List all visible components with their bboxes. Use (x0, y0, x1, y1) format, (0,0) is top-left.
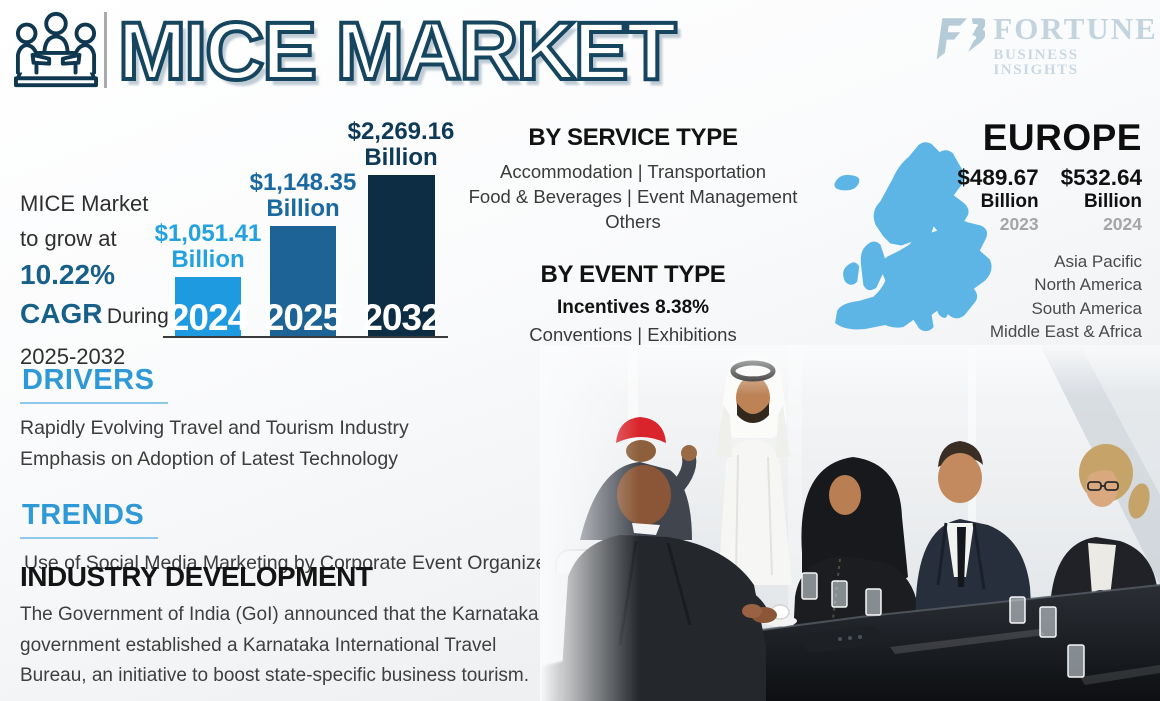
drivers-list: Rapidly Evolving Travel and Tourism Indu… (20, 413, 565, 475)
segmentation-panel: BY SERVICE TYPE Accommodation | Transpor… (458, 124, 808, 372)
event-type-highlight: Incentives 8.38% (556, 297, 710, 318)
europe-panel: EUROPE $489.67 Billion 2023 $532.64 Bill… (822, 117, 1142, 344)
bar-2032: 2032 (362, 175, 442, 336)
industry-development-panel: INDUSTRY DEVELOPMENT The Government of I… (20, 561, 560, 692)
europe-heading: EUROPE (982, 117, 1142, 158)
service-type-line: Others (605, 211, 661, 232)
bar-value-2032: $2,269.16 Billion (347, 118, 455, 171)
growth-summary: MICE Market to grow at 10.22% CAGR Durin… (20, 186, 180, 374)
event-type-line: Conventions | Exhibitions (529, 324, 737, 345)
service-type-line: Food & Beverages | Event Management (468, 186, 798, 207)
brand-text: FORTUNE BUSINESS INSIGHTS (993, 13, 1160, 78)
region-item: Asia Pacific (1054, 251, 1142, 271)
header-divider (104, 12, 107, 88)
cagr-line: CAGR During (20, 294, 180, 339)
bar-year-label: 2025 (263, 297, 343, 338)
service-type-list: Accommodation | Transportation Food & Be… (458, 159, 808, 234)
bar-year-label: 2032 (362, 297, 441, 338)
bar-2024: 2024 (169, 277, 248, 336)
industry-text: The Government of India (GoI) announced … (20, 604, 539, 686)
drivers-trends-panel: DRIVERS Rapidly Evolving Travel and Tour… (20, 364, 565, 579)
driver-item: Emphasis on Adoption of Latest Technolog… (20, 448, 398, 470)
driver-item: Rapidly Evolving Travel and Tourism Indu… (20, 417, 409, 439)
page-title: MICE MARKET (116, 4, 679, 99)
trend-item: Use of Social Media Marketing by Corpora… (24, 552, 563, 574)
cagr-label: CAGR (20, 298, 103, 329)
fortune-business-insights-logo-icon (936, 18, 986, 60)
cagr-value: 10.22% (20, 259, 115, 290)
brand-tagline: BUSINESS INSIGHTS (993, 47, 1079, 78)
europe-stat-2024: $532.64 Billion 2024 (1060, 164, 1142, 234)
industry-heading: INDUSTRY DEVELOPMENT (20, 561, 373, 592)
growth-line-1: MICE Market (20, 191, 149, 216)
trends-list: Use of Social Media Marketing by Corpora… (20, 548, 565, 579)
service-type-heading: BY SERVICE TYPE (528, 124, 738, 151)
bar-value-2024: $1,051.41 Billion (154, 220, 262, 273)
trends-heading: TRENDS (20, 499, 159, 539)
bar-year-label: 2024 (168, 297, 248, 338)
meeting-photo (540, 345, 1160, 701)
cagr-during: During (106, 305, 169, 328)
bar-value-2025: $1,148.35 Billion (249, 169, 357, 222)
brand-name: FORTUNE (993, 11, 1158, 46)
europe-stats: $489.67 Billion 2023 $532.64 Billion 202… (822, 165, 1142, 235)
chart-baseline (163, 336, 448, 338)
forecast-period: 2025-2032 (20, 344, 126, 369)
europe-map (834, 142, 992, 332)
region-item: North America (1034, 275, 1142, 295)
event-type-heading: BY EVENT TYPE (540, 261, 726, 288)
brand-logo: FORTUNE BUSINESS INSIGHTS (936, 13, 1160, 78)
region-list: Asia Pacific North America South America… (822, 250, 1142, 344)
drivers-heading: DRIVERS (20, 364, 169, 404)
region-item: South America (1031, 298, 1142, 318)
europe-stat-2023: $489.67 Billion 2023 (957, 164, 1039, 234)
growth-line-2: to grow at (20, 226, 117, 251)
meeting-table-icon (14, 11, 98, 88)
region-item: Middle East & Africa (989, 322, 1142, 342)
bar-2025: 2025 (264, 226, 343, 336)
service-type-line: Accommodation | Transportation (500, 161, 766, 182)
